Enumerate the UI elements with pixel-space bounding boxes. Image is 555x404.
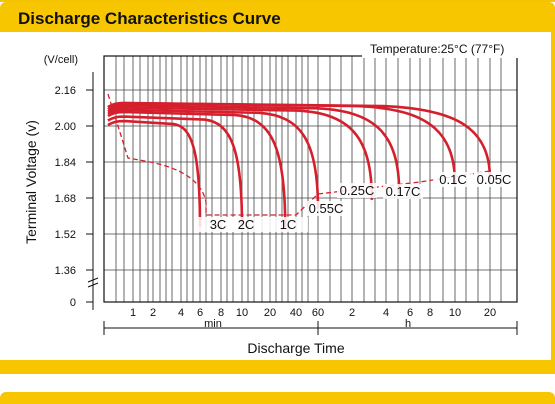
x-tick-label: 8 — [218, 307, 224, 319]
y-tick-label: 1.68 — [55, 193, 76, 205]
series-label: 1C — [280, 217, 297, 232]
discharge-curve-0_55C — [107, 108, 320, 209]
title-bar: Discharge Characteristics Curve — [0, 2, 555, 32]
x-unit-min: min — [204, 318, 222, 330]
series-label: 0.05C — [477, 172, 512, 187]
discharge-curve-3C — [107, 119, 202, 227]
x-tick-label: 2 — [150, 307, 156, 319]
x-tick-label: 10 — [236, 307, 248, 319]
next-section-tab — [0, 392, 555, 404]
x-tick-label: 4 — [178, 307, 184, 319]
axis-break-mark — [87, 277, 99, 283]
discharge-curve-2C — [107, 115, 244, 227]
y-tick-label: 1.36 — [55, 265, 76, 277]
y-axis-title: Terminal Voltage (v) — [23, 120, 39, 244]
y-tick-label: 2.16 — [55, 85, 76, 97]
series-label: 0.25C — [340, 183, 375, 198]
discharge-chart: 2.16 2.00 1.84 1.68 1.52 1.36 0 (V/cell) Termina… — [23, 40, 520, 356]
series-label-bg — [383, 184, 423, 199]
series-label-bg — [433, 172, 473, 187]
x-tick-label: 10 — [449, 307, 461, 319]
series-label-bg — [474, 172, 514, 187]
x-tick-label: 20 — [264, 307, 276, 319]
x-tick-label: 1 — [130, 307, 136, 319]
x-tick-label: 8 — [427, 307, 433, 319]
discharge-curve-0_17C — [107, 104, 401, 194]
y-unit-label: (V/cell) — [44, 54, 78, 66]
x-tick-label: 4 — [383, 307, 389, 319]
y-tick-label: 1.84 — [55, 157, 76, 169]
y-tick-label: 2.00 — [55, 121, 76, 133]
top-accent-strip — [0, 0, 555, 2]
plot-border — [103, 55, 518, 303]
x-tick-label: 60 — [312, 307, 324, 319]
x-tick-label: 20 — [484, 307, 496, 319]
series-label-bg — [226, 217, 266, 232]
end-voltage-envelope — [107, 93, 491, 216]
x-tick-label: 2 — [349, 307, 355, 319]
y-tick-label: 0 — [70, 297, 76, 309]
series-label-bg — [306, 201, 346, 216]
series-label: 3C — [210, 217, 227, 232]
series-label: 0.55C — [309, 201, 344, 216]
bottom-band — [0, 360, 555, 374]
x-tick-label: 6 — [407, 307, 413, 319]
discharge-curve-1C — [107, 110, 287, 227]
temperature-annotation: Temperature:25°C (77°F) — [370, 42, 504, 56]
x-tick-label: 40 — [290, 307, 302, 319]
series-label-bg — [268, 217, 308, 232]
discharge-curve-0_25C — [107, 106, 374, 200]
x-axis-title: Discharge Time — [247, 340, 344, 356]
x-unit-h: h — [405, 318, 411, 330]
annotation-bg — [362, 40, 520, 58]
page-title: Discharge Characteristics Curve — [18, 9, 281, 28]
y-tick-label: 1.52 — [55, 229, 76, 241]
discharge-curve-0_05C — [107, 101, 492, 180]
series-label-bg — [337, 183, 377, 198]
series-label: 0.17C — [386, 184, 421, 199]
x-tick-label: 6 — [197, 307, 203, 319]
axis-break-mark — [87, 282, 99, 288]
series-label: 0.1C — [439, 172, 466, 187]
series-label: 2C — [238, 217, 255, 232]
